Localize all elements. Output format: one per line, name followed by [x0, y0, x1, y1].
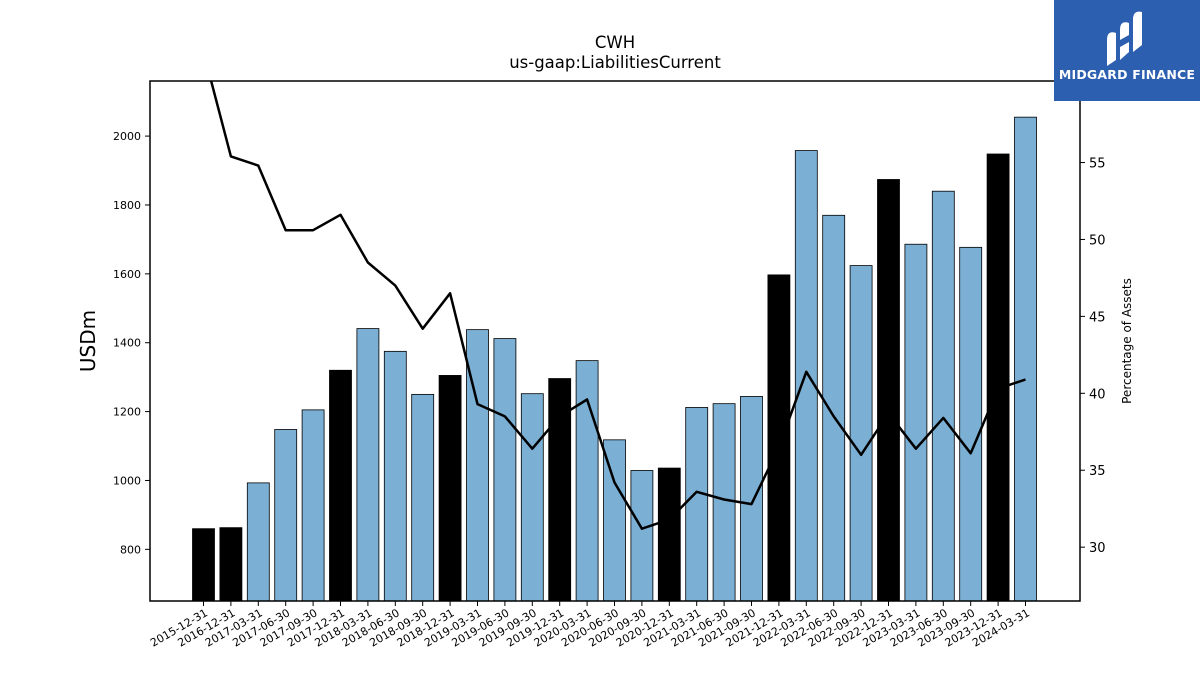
bar-2023-12-31	[986, 153, 1010, 602]
bar-2020-12-31	[657, 467, 681, 602]
pct-of-assets-line	[209, 81, 1026, 530]
y2-tick-label: 35	[1089, 464, 1106, 479]
y-tick-label: 1800	[113, 199, 141, 212]
bar-2022-06-30	[822, 214, 846, 602]
chart-title: CWH	[595, 33, 635, 52]
y2-tick-label: 50	[1089, 233, 1106, 248]
bar-2022-12-31	[877, 179, 900, 602]
bar-2023-06-30	[931, 190, 955, 602]
bar-2023-09-30	[959, 246, 983, 602]
bar-2020-06-30	[603, 439, 626, 602]
y-tick-label: 1200	[113, 406, 141, 419]
line-layer	[209, 81, 1026, 530]
bar-2017-06-30	[274, 429, 298, 602]
y-axis-label: USDm	[76, 310, 100, 372]
bar-2021-09-30	[740, 396, 763, 602]
y-tick-label: 1000	[113, 474, 141, 487]
bar-2021-12-31	[767, 274, 791, 602]
y2-axis-label: Percentage of Assets	[1120, 278, 1134, 404]
bar-2016-12-31	[219, 527, 243, 602]
y2-tick-label: 30	[1089, 541, 1106, 556]
bar-2018-06-30	[383, 350, 407, 602]
y-tick-label: 800	[120, 543, 141, 556]
bar-2015-12-31	[192, 528, 215, 602]
bar-2018-03-31	[356, 328, 380, 602]
bar-2017-12-31	[329, 369, 352, 602]
bars-layer	[192, 116, 1037, 602]
y2-tick-label: 40	[1089, 387, 1106, 402]
bar-2020-03-31	[575, 360, 599, 602]
bar-2021-06-30	[712, 403, 736, 602]
y-tick-label: 1400	[113, 337, 141, 350]
chart-subtitle: us-gaap:LiabilitiesCurrent	[509, 53, 721, 72]
brand-logo: MIDGARD FINANCE	[1054, 0, 1200, 101]
bar-2019-09-30	[520, 393, 544, 602]
bar-2024-03-31	[1014, 116, 1037, 602]
bar-2019-06-30	[493, 338, 517, 602]
bar-2022-09-30	[849, 265, 873, 602]
y-tick-label: 1600	[113, 268, 141, 281]
bar-2018-12-31	[438, 375, 462, 602]
bar-2023-03-31	[904, 243, 928, 602]
brand-name: MIDGARD FINANCE	[1058, 67, 1196, 82]
y2-tick-label: 45	[1089, 310, 1106, 325]
bar-2020-09-30	[630, 470, 654, 602]
bar-2017-03-31	[246, 482, 270, 602]
midgard-logo-icon	[1107, 11, 1142, 66]
bar-2017-09-30	[301, 409, 325, 602]
bar-2022-03-31	[794, 150, 818, 602]
y-tick-label: 2000	[113, 130, 141, 143]
bar-2018-09-30	[411, 393, 435, 602]
y2-tick-label: 55	[1089, 157, 1106, 172]
bar-2021-03-31	[685, 407, 709, 602]
